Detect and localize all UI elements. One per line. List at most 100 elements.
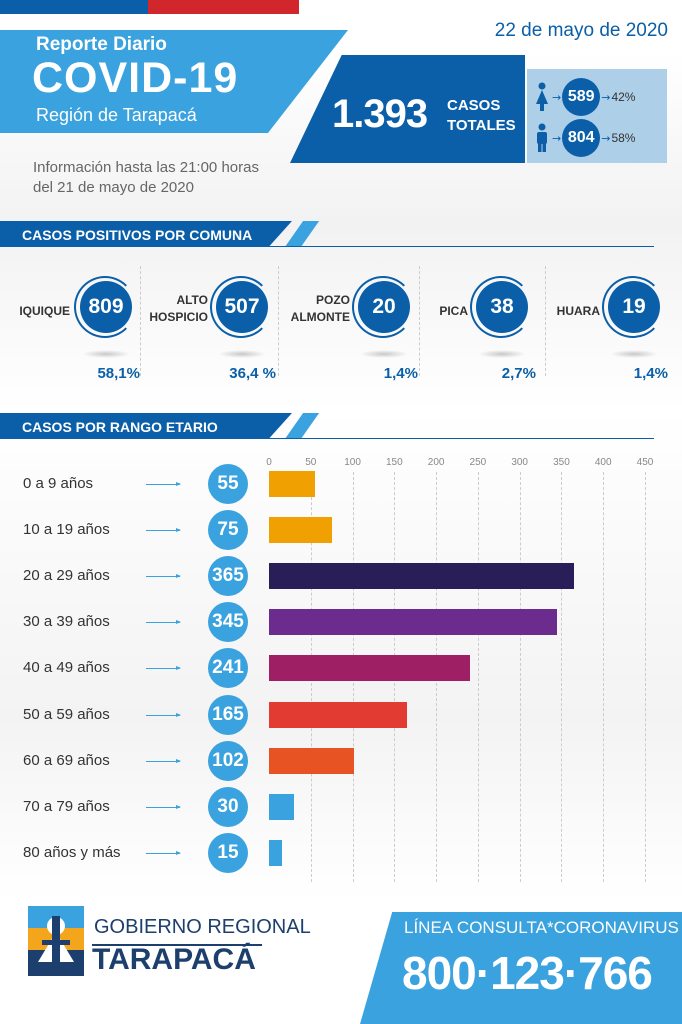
age-cases-value: 165 bbox=[208, 694, 248, 735]
female-pct: 42% bbox=[611, 90, 636, 104]
x-tick-label: 450 bbox=[636, 457, 654, 468]
gov-name-line1: GOBIERNO REGIONAL bbox=[94, 916, 311, 938]
arrow-icon bbox=[146, 666, 181, 671]
comuna-separator bbox=[545, 266, 546, 376]
hotline-label: LÍNEA CONSULTA*CORONAVIRUS bbox=[404, 918, 679, 937]
age-cases-value: 241 bbox=[208, 648, 248, 689]
comuna-cases: 38 bbox=[476, 281, 528, 333]
comuna-name-line: IQUIQUE bbox=[19, 304, 70, 318]
info-line-1: Información hasta las 21:00 horas bbox=[33, 159, 259, 176]
arrow-icon bbox=[146, 758, 181, 763]
female-cases: 589 bbox=[562, 78, 601, 116]
comuna-separator bbox=[140, 266, 141, 376]
comuna-cases: 507 bbox=[216, 281, 268, 333]
comuna-pct: 1,4% bbox=[633, 365, 668, 382]
grid-line bbox=[477, 472, 479, 882]
age-section-title: CASOS POR RANGO ETARIO bbox=[22, 419, 218, 435]
comuna-ring bbox=[470, 276, 532, 338]
header-stripe bbox=[284, 413, 320, 439]
comuna-cases: 20 bbox=[358, 281, 410, 333]
x-tick-label: 0 bbox=[266, 457, 272, 468]
arrow-icon bbox=[146, 620, 181, 625]
female-icon bbox=[536, 82, 548, 111]
age-bar bbox=[269, 471, 315, 497]
comuna-name-line: HOSPICIO bbox=[149, 310, 208, 324]
age-range-label: 70 a 79 años bbox=[23, 797, 110, 815]
comuna-name-line: PICA bbox=[439, 304, 468, 318]
age-range-label: 60 a 69 años bbox=[23, 751, 110, 769]
age-range-label: 0 a 9 años bbox=[23, 475, 94, 492]
age-cases-value: 15 bbox=[208, 832, 248, 873]
gender-panel: → 589 → 42% → 804 → 58% bbox=[527, 69, 667, 163]
section-divider bbox=[0, 438, 654, 439]
comuna-name: POZO ALMONTE bbox=[291, 292, 350, 326]
arrow-icon: → bbox=[552, 131, 562, 145]
age-bar bbox=[269, 563, 574, 590]
age-cases-value: 365 bbox=[208, 556, 248, 597]
comuna-pct: 2,7% bbox=[501, 365, 536, 382]
male-cases: 804 bbox=[562, 119, 601, 157]
age-range-label: 10 a 19 años bbox=[23, 521, 110, 539]
total-cases-label-1: CASOS bbox=[447, 97, 501, 114]
arrow-icon bbox=[146, 528, 181, 533]
age-bar bbox=[269, 517, 332, 544]
comuna-pct: 58,1% bbox=[97, 365, 140, 382]
hotline-number[interactable]: 800·123·766 bbox=[402, 947, 653, 999]
tarapaca-crest-icon bbox=[28, 906, 84, 976]
top-stripe-red bbox=[148, 0, 299, 14]
male-icon bbox=[537, 123, 547, 152]
age-cases-value: 345 bbox=[208, 602, 248, 643]
arrow-icon bbox=[146, 804, 181, 809]
x-tick-label: 200 bbox=[427, 457, 445, 468]
comuna-name: PICA bbox=[439, 303, 468, 320]
x-tick-label: 250 bbox=[469, 457, 487, 468]
gender-row-female: → 589 → 42% bbox=[533, 78, 635, 116]
comuna-separator bbox=[419, 266, 420, 376]
age-bar bbox=[269, 793, 295, 820]
region-label: Región de Tarapacá bbox=[36, 105, 197, 125]
comuna-shadow bbox=[218, 350, 266, 358]
age-cases-value: 102 bbox=[208, 740, 248, 781]
x-tick-label: 400 bbox=[594, 457, 612, 468]
comuna-name: HUARA bbox=[557, 303, 600, 320]
comunas-section-header bbox=[0, 221, 292, 247]
total-cases-value: 1.393 bbox=[332, 92, 428, 136]
gender-row-male: → 804 → 58% bbox=[533, 119, 635, 157]
gov-name-line2: TARAPACÁ bbox=[92, 943, 256, 976]
gov-divider bbox=[92, 944, 262, 946]
age-bar bbox=[269, 655, 471, 682]
comuna-separator bbox=[278, 266, 279, 376]
hotline-panel bbox=[360, 912, 682, 1024]
total-cases-label-2: TOTALES bbox=[447, 117, 516, 134]
comuna-name-line: ALTO bbox=[176, 293, 208, 307]
comuna-name-line: HUARA bbox=[556, 304, 600, 318]
top-stripe-blue bbox=[0, 0, 148, 14]
age-bar bbox=[269, 747, 355, 774]
age-range-label: 40 a 49 años bbox=[23, 659, 110, 677]
arrow-icon: → bbox=[552, 90, 562, 104]
age-cases-value: 30 bbox=[208, 786, 248, 827]
comuna-pct: 1,4% bbox=[383, 365, 418, 382]
age-cases-value: 55 bbox=[208, 464, 248, 504]
arrow-icon bbox=[146, 712, 181, 717]
age-range-label: 80 años y más bbox=[23, 843, 121, 861]
arrow-icon bbox=[146, 482, 181, 486]
x-tick-label: 150 bbox=[385, 457, 403, 468]
comuna-shadow bbox=[360, 350, 408, 358]
age-cases-value: 75 bbox=[208, 510, 248, 551]
arrow-icon bbox=[146, 574, 181, 579]
comuna-name: IQUIQUE bbox=[19, 303, 70, 320]
page-title: COVID-19 bbox=[32, 54, 239, 102]
comuna-shadow bbox=[478, 350, 526, 358]
comuna-ring bbox=[210, 276, 272, 338]
comuna-name-line: ALMONTE bbox=[290, 310, 350, 324]
male-pct: 58% bbox=[611, 131, 636, 145]
arrow-icon: → bbox=[601, 90, 611, 104]
comuna-ring bbox=[602, 276, 664, 338]
comuna-name: ALTO HOSPICIO bbox=[149, 292, 208, 326]
x-tick-label: 50 bbox=[305, 457, 317, 468]
x-tick-label: 100 bbox=[344, 457, 361, 468]
age-bar bbox=[269, 839, 282, 866]
age-bar bbox=[269, 701, 407, 728]
